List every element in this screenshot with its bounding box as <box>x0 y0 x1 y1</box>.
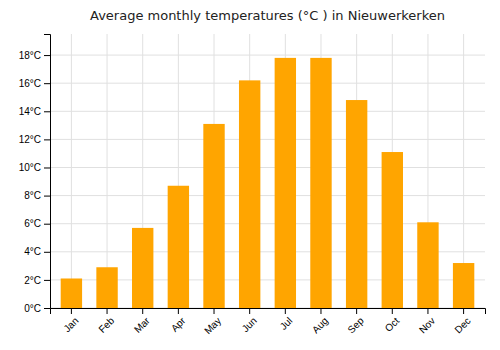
x-tick: Nov <box>417 308 437 335</box>
x-tick-mark <box>142 308 143 314</box>
y-axis-line <box>44 35 51 309</box>
grid-line-y <box>50 55 485 56</box>
x-tick-label: May <box>202 315 223 336</box>
x-tick-label: Nov <box>417 315 437 335</box>
x-tick: Jul <box>278 308 295 332</box>
y-tick-label: 6°C <box>24 218 41 229</box>
x-tick-mark <box>320 308 321 314</box>
x-tick: Aug <box>310 308 330 335</box>
bar <box>168 186 189 308</box>
y-tick-mark <box>44 224 50 225</box>
y-tick: 18°C <box>19 50 50 61</box>
x-tick: Mar <box>132 308 152 335</box>
y-tick-label: 0°C <box>24 303 41 314</box>
bar <box>453 263 474 308</box>
y-tick: 6°C <box>24 218 50 229</box>
y-tick-label: 4°C <box>24 246 41 257</box>
x-tick-mark <box>427 308 428 314</box>
grid-line-x <box>107 34 108 308</box>
y-tick-label: 16°C <box>19 78 41 89</box>
x-tick-label: Mar <box>132 315 152 335</box>
x-tick: Dec <box>452 308 472 335</box>
x-tick: Sep <box>345 308 366 335</box>
plot: 0°C 2°C 4°C 6°C 8°C 10°C 12°C 14°C 16°C 18°C Jan Fe… <box>19 34 486 336</box>
x-tick-mark <box>392 308 393 314</box>
y-tick-label: 18°C <box>19 50 41 61</box>
y-tick-mark <box>44 196 50 197</box>
grid-line-y <box>50 83 485 84</box>
x-tick-mark <box>356 308 357 314</box>
x-tick-mark <box>214 308 215 314</box>
y-tick-label: 2°C <box>24 275 41 286</box>
y-tick-mark <box>44 55 50 56</box>
x-tick: Oct <box>383 308 402 334</box>
bar <box>239 80 260 308</box>
x-tick: Jun <box>240 308 259 334</box>
x-tick-label: Feb <box>96 315 116 335</box>
bars <box>61 58 475 308</box>
bar <box>61 278 82 308</box>
x-axis: Jan Feb Mar Apr May Jun Jul Aug Sep Oct Nov Dec <box>51 308 486 336</box>
y-tick-mark <box>44 252 50 253</box>
bar <box>275 58 296 308</box>
y-tick: 8°C <box>24 190 50 201</box>
y-tick-label: 10°C <box>19 162 41 173</box>
bar <box>310 58 331 308</box>
x-tick: Apr <box>169 308 188 334</box>
x-tick-mark <box>463 308 464 314</box>
grid-line-x <box>71 34 72 308</box>
x-tick-label: Jan <box>61 315 80 334</box>
y-tick-mark <box>44 280 50 281</box>
x-tick-mark <box>285 308 286 314</box>
y-tick: 14°C <box>19 106 50 117</box>
x-tick-mark <box>71 308 72 314</box>
x-tick-label: Apr <box>169 315 188 334</box>
bar <box>96 267 117 308</box>
x-tick: Jan <box>61 308 80 334</box>
x-tick-label: Aug <box>310 315 330 335</box>
x-tick: May <box>202 308 223 336</box>
bar <box>346 100 367 308</box>
y-tick-mark <box>44 83 50 84</box>
x-tick-label: Oct <box>383 315 402 334</box>
grid-line-y <box>50 139 485 140</box>
y-tick: 12°C <box>19 134 50 145</box>
y-tick: 2°C <box>24 275 50 286</box>
y-axis: 0°C 2°C 4°C 6°C 8°C 10°C 12°C 14°C 16°C 18°C <box>19 35 51 314</box>
y-tick-label: 14°C <box>19 106 41 117</box>
y-tick-label: 12°C <box>19 134 41 145</box>
y-tick-label: 8°C <box>24 190 41 201</box>
x-tick-label: Dec <box>452 315 472 335</box>
y-tick-mark <box>44 111 50 112</box>
bar <box>132 228 153 308</box>
y-tick: 4°C <box>24 246 50 257</box>
x-tick: Feb <box>96 308 116 335</box>
grid-line-y <box>50 167 485 168</box>
chart: 0°C 2°C 4°C 6°C 8°C 10°C 12°C 14°C 16°C 18°C Jan Fe… <box>0 0 500 350</box>
x-tick-mark <box>249 308 250 314</box>
title: Average monthly temperatures (°C ) in Ni… <box>90 8 445 23</box>
y-tick: 10°C <box>19 162 50 173</box>
x-axis-line <box>51 309 486 315</box>
bar <box>417 222 438 308</box>
y-tick-mark <box>44 139 50 140</box>
x-tick-label: Sep <box>345 315 366 336</box>
grid-line-y <box>50 195 485 196</box>
x-tick-mark <box>178 308 179 314</box>
bar <box>382 152 403 308</box>
y-tick-mark <box>44 167 50 168</box>
x-tick-label: Jul <box>278 315 295 332</box>
y-tick: 16°C <box>19 78 50 89</box>
grid <box>50 34 485 308</box>
y-tick-mark <box>44 308 50 309</box>
x-tick-label: Jun <box>240 315 259 334</box>
grid-line-y <box>50 111 485 112</box>
y-tick: 0°C <box>24 303 50 314</box>
x-tick-mark <box>107 308 108 314</box>
bar <box>203 124 224 308</box>
